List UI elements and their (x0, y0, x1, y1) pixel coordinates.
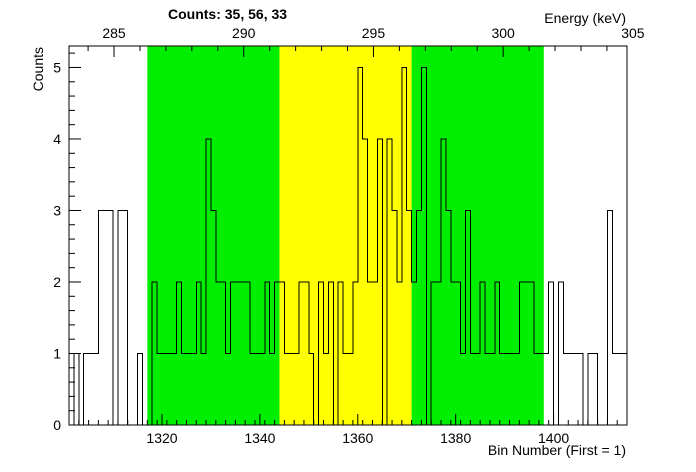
histogram-steps (69, 66, 628, 426)
y-tick-label: 0 (53, 417, 61, 433)
x-tick-label: 1320 (146, 430, 177, 446)
x-tick-label: 1340 (244, 430, 275, 446)
x-axis-label: Bin Number (First = 1) (488, 442, 626, 458)
bottom-axis: 1320 1340 1360 1380 1400 (68, 414, 628, 446)
top-tick-label: 295 (362, 25, 386, 41)
top-axis: 285 290 295 300 305 (87, 25, 645, 57)
chart-title: Counts: 35, 56, 33 (168, 6, 287, 22)
y-tick-label: 1 (53, 345, 61, 361)
top-tick-label: 300 (491, 25, 515, 41)
x-tick-label: 1380 (440, 430, 471, 446)
x-tick-label: 1400 (538, 430, 569, 446)
histogram-line (69, 66, 628, 426)
y-tick-label: 2 (53, 274, 61, 290)
region-right-sideband (411, 46, 544, 425)
left-axis: 0 1 2 3 4 5 (53, 52, 81, 433)
y-axis-label: Counts (30, 47, 46, 91)
y-tick-label: 5 (53, 59, 61, 75)
top-tick-label: 305 (621, 25, 645, 41)
y-tick-label: 3 (53, 202, 61, 218)
y-tick-label: 4 (53, 131, 61, 147)
region-left-sideband (147, 46, 280, 425)
top-tick-label: 290 (232, 25, 256, 41)
x-tick-label: 1360 (342, 430, 373, 446)
region-signal-region (279, 46, 412, 425)
shaded-regions (147, 46, 544, 425)
top-tick-label: 285 (102, 25, 126, 41)
top-axis-label: Energy (keV) (544, 10, 626, 26)
